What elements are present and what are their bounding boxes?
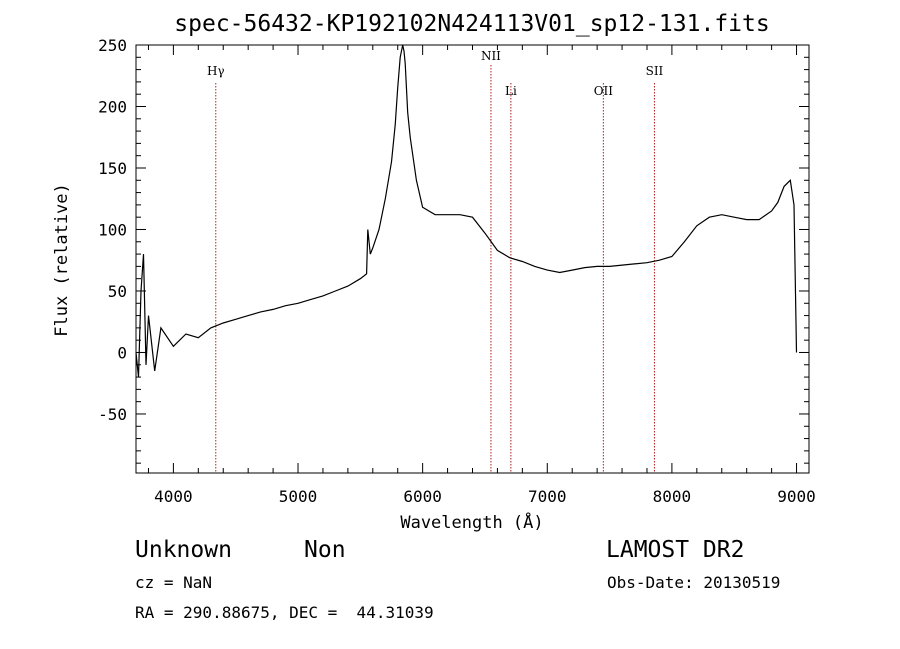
x-tick-label: 9000 <box>777 487 816 506</box>
axis-ticks <box>136 44 809 473</box>
y-tick-label: 0 <box>117 343 127 362</box>
classification-label: Unknown <box>135 537 232 563</box>
y-tick-label: 200 <box>98 97 127 116</box>
y-tick-label: 150 <box>98 159 127 178</box>
cz-value: cz = NaN <box>135 573 213 592</box>
y-tick-label: 250 <box>98 36 127 55</box>
x-tick-label: 5000 <box>279 487 318 506</box>
x-axis-label: Wavelength (Å) <box>400 511 543 533</box>
x-tick-label: 6000 <box>403 487 442 506</box>
survey-label: LAMOST DR2 <box>606 537 745 563</box>
y-tick-label: 50 <box>108 282 127 301</box>
coordinates: RA = 290.88675, DEC = 44.31039 <box>135 603 434 622</box>
plot-frame <box>135 44 810 474</box>
x-tick-label: 7000 <box>528 487 567 506</box>
y-tick-label: -50 <box>98 405 127 424</box>
emission-line-label: Li <box>505 84 517 98</box>
emission-line-label: OII <box>594 84 614 98</box>
emission-line-markers: Hγ NII Li OII SII <box>207 49 664 473</box>
spectrum-line <box>135 44 798 378</box>
emission-line-label: NII <box>481 49 501 63</box>
emission-line-label: Hγ <box>207 64 225 78</box>
x-tick-label: 8000 <box>653 487 692 506</box>
y-tick-label: 100 <box>98 220 127 239</box>
x-tick-label: 4000 <box>154 487 193 506</box>
subclass-label: Non <box>304 537 346 563</box>
obs-date: Obs-Date: 20130519 <box>607 573 781 592</box>
chart-title: spec-56432-KP192102N424113V01_sp12-131.f… <box>174 11 769 37</box>
x-tick-labels: 4000 5000 6000 7000 8000 9000 <box>154 487 816 506</box>
y-tick-labels: -50 0 50 100 150 200 250 <box>98 36 127 424</box>
y-axis-label: Flux (relative) <box>52 183 72 337</box>
emission-line-label: SII <box>646 64 664 78</box>
